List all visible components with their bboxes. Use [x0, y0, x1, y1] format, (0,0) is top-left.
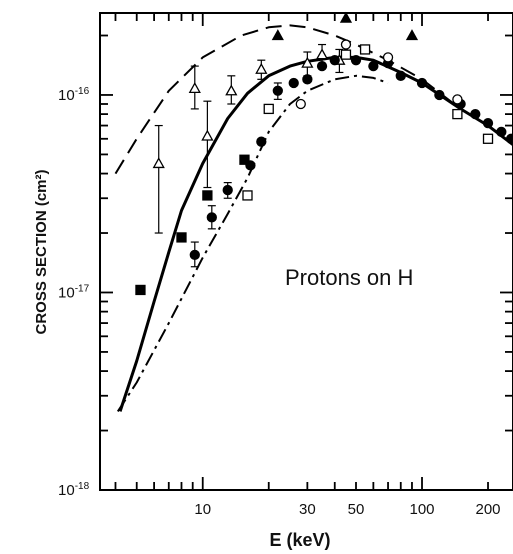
- filled-triangle-point: [339, 11, 353, 23]
- open-square-point: [242, 190, 253, 201]
- annotation-protons-on-h: Protons on H: [285, 265, 413, 290]
- y-tick-label: 10-18: [58, 481, 90, 499]
- x-axis-label: E (keV): [269, 530, 330, 550]
- filled-circle-point: [416, 77, 428, 89]
- filled-circle-point: [368, 60, 379, 72]
- open-triangle-point: [315, 48, 329, 60]
- theory-curves: [114, 24, 513, 412]
- open-triangle-point: [255, 62, 268, 74]
- filled-circle-point: [434, 89, 445, 101]
- filled-circle-point: [395, 70, 406, 81]
- plot-frame: [99, 12, 513, 491]
- filled-circle-point: [245, 160, 256, 171]
- open-triangle-point: [201, 129, 214, 141]
- axis-ticks: [100, 13, 513, 491]
- data-points: [135, 11, 513, 296]
- open-circle-point: [295, 98, 306, 110]
- filled-circle-point: [272, 85, 283, 96]
- open-triangle-point: [152, 157, 165, 169]
- open-circle-point: [452, 94, 463, 105]
- filled-circle-point: [506, 133, 513, 144]
- filled-square-point: [135, 284, 146, 296]
- filled-circle-point: [482, 117, 494, 129]
- open-triangle-point: [225, 84, 238, 96]
- filled-circle-point: [316, 60, 328, 72]
- filled-circle-point: [222, 184, 233, 196]
- x-tick-label: 200: [475, 501, 500, 518]
- x-tick-label: 50: [348, 501, 365, 518]
- x-tick-label: 30: [299, 501, 316, 518]
- open-square-point: [340, 49, 352, 60]
- x-tick-label: 10: [194, 501, 211, 518]
- filled-circle-point: [302, 74, 313, 85]
- filled-square-point: [202, 190, 213, 201]
- filled-circle-point: [256, 136, 267, 147]
- filled-circle-point: [496, 126, 507, 138]
- filled-circle-point: [350, 55, 362, 66]
- open-square-point: [263, 103, 274, 115]
- dashed-curve: [114, 24, 513, 175]
- filled-triangle-point: [405, 29, 419, 41]
- filled-square-point: [239, 154, 250, 165]
- y-tick-label: 10-16: [58, 86, 90, 104]
- filled-circle-point: [189, 249, 200, 261]
- y-axis-label: CROSS SECTION (cm²): [33, 169, 50, 334]
- filled-circle-point: [206, 212, 217, 223]
- filled-circle-point: [288, 77, 299, 89]
- x-tick-label: 100: [409, 501, 434, 518]
- open-square-point: [452, 108, 463, 120]
- open-circle-point: [340, 39, 352, 50]
- tick-labels: 10 30 50 100 200 10-18 10-17 10-16: [58, 86, 501, 518]
- filled-circle-point: [329, 55, 340, 66]
- open-square-point: [482, 133, 494, 144]
- dashdot-curve: [116, 74, 389, 412]
- open-circle-point: [382, 52, 394, 63]
- filled-triangle-point: [271, 29, 284, 41]
- filled-square-point: [176, 232, 187, 243]
- open-square-point: [359, 44, 371, 55]
- open-triangle-point: [188, 82, 201, 94]
- filled-circle-point: [470, 108, 481, 120]
- y-tick-label: 10-17: [58, 283, 90, 301]
- open-triangle-point: [301, 56, 314, 68]
